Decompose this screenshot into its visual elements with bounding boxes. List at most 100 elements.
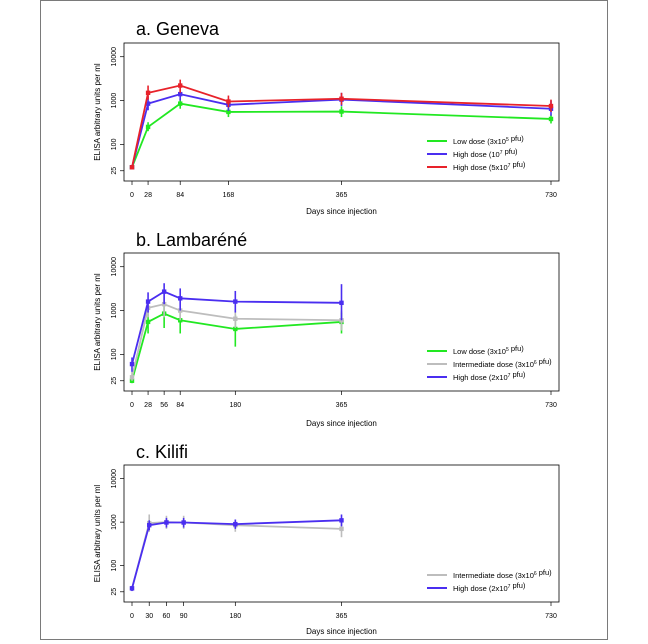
data-point xyxy=(145,101,151,106)
data-point xyxy=(129,586,135,591)
data-point xyxy=(129,375,135,380)
legend-entry: Low dose (3x105 pfu) xyxy=(453,134,524,146)
series-line xyxy=(131,312,342,381)
y-tick-label: 25 xyxy=(111,377,118,385)
x-tick-label: 0 xyxy=(130,192,134,199)
series-2 xyxy=(129,293,344,381)
figure-frame: a. Geneva ELISA arbitrary units per ml 25 1… xyxy=(40,0,608,640)
chart-panel-3: c. Kilifi ELISA arbitrary units per ml 25 1… xyxy=(93,442,560,636)
data-point xyxy=(339,526,344,532)
y-tick-label: 100 xyxy=(111,560,118,572)
x-tick-label: 28 xyxy=(144,402,152,409)
data-point xyxy=(145,319,151,325)
x-tick-label: 365 xyxy=(336,613,348,620)
x-axis-label: Days since injection xyxy=(306,627,377,636)
x-tick-label: 30 xyxy=(145,613,153,620)
data-point xyxy=(178,318,183,323)
legend-entry: Intermediate dose (3x106 pfu) xyxy=(453,568,552,580)
data-point xyxy=(178,101,183,106)
data-point xyxy=(226,99,231,104)
y-axis-label: ELISA arbitrary units per ml xyxy=(93,273,102,371)
series-3 xyxy=(129,283,344,372)
y-tick-label: 25 xyxy=(111,167,118,175)
series-3 xyxy=(129,79,554,170)
data-point xyxy=(145,124,151,130)
panel-title: a. Geneva xyxy=(136,19,220,39)
legend-entry: Intermediate dose (3x106 pfu) xyxy=(453,357,552,369)
data-point xyxy=(339,300,344,306)
data-point xyxy=(145,299,151,304)
data-point xyxy=(226,109,231,115)
legend-entry: High dose (2x107 pfu) xyxy=(453,370,526,382)
chart-panel-1: a. Geneva ELISA arbitrary units per ml 25 1… xyxy=(93,19,560,216)
series-line xyxy=(131,290,342,365)
x-tick-label: 90 xyxy=(180,613,188,620)
data-point xyxy=(178,83,183,88)
data-point xyxy=(548,116,554,122)
x-tick-label: 0 xyxy=(130,613,134,620)
y-tick-label: 100 xyxy=(111,138,118,150)
data-point xyxy=(339,318,344,323)
y-tick-label: 10000 xyxy=(111,47,118,67)
x-tick-label: 365 xyxy=(336,402,348,409)
legend-entry: High dose (2x107 pfu) xyxy=(453,581,526,593)
y-axis-label: ELISA arbitrary units per ml xyxy=(93,63,102,161)
series-line xyxy=(131,93,552,168)
x-tick-label: 168 xyxy=(223,192,235,199)
data-point xyxy=(178,91,183,97)
data-point xyxy=(147,523,152,528)
series-line xyxy=(131,521,342,589)
x-axis-label: Days since injection xyxy=(306,207,377,216)
data-point xyxy=(233,316,238,321)
legend-entry: High dose (107 pfu) xyxy=(453,147,518,159)
data-point xyxy=(145,90,151,96)
series-line xyxy=(131,519,342,589)
data-point xyxy=(178,296,183,301)
y-tick-label: 100 xyxy=(111,348,118,360)
series-line xyxy=(131,303,342,378)
y-tick-label: 10000 xyxy=(111,257,118,277)
y-tick-label: 1000 xyxy=(111,303,118,319)
data-point xyxy=(164,520,169,525)
x-tick-label: 730 xyxy=(545,192,557,199)
legend-entry: High dose (5x107 pfu) xyxy=(453,160,526,172)
data-point xyxy=(339,518,344,523)
y-axis-label: ELISA arbitrary units per ml xyxy=(93,485,102,583)
x-tick-label: 180 xyxy=(229,402,241,409)
x-tick-label: 84 xyxy=(176,192,184,199)
chart-panel-2: b. Lambaréné ELISA arbitrary units per ml… xyxy=(93,230,560,428)
x-axis-label: Days since injection xyxy=(306,419,377,428)
data-point xyxy=(233,299,238,304)
data-point xyxy=(161,289,167,294)
x-tick-label: 180 xyxy=(229,613,241,620)
series-line xyxy=(131,102,552,168)
series-line xyxy=(131,84,552,168)
x-tick-label: 365 xyxy=(336,192,348,199)
data-point xyxy=(233,521,238,527)
series-1 xyxy=(129,302,344,384)
x-tick-label: 56 xyxy=(160,402,168,409)
x-tick-label: 84 xyxy=(176,402,184,409)
y-tick-label: 1000 xyxy=(111,514,118,530)
data-point xyxy=(339,109,344,114)
x-tick-label: 28 xyxy=(144,192,152,199)
data-point xyxy=(181,520,186,525)
data-point xyxy=(339,96,344,101)
panel-title: c. Kilifi xyxy=(136,442,188,462)
y-tick-label: 10000 xyxy=(111,469,118,489)
x-tick-label: 730 xyxy=(545,402,557,409)
x-tick-label: 0 xyxy=(130,402,134,409)
y-tick-label: 1000 xyxy=(111,93,118,109)
x-tick-label: 730 xyxy=(545,613,557,620)
panel-title: b. Lambaréné xyxy=(136,230,247,250)
data-point xyxy=(129,165,135,170)
series-2 xyxy=(129,514,344,592)
data-point xyxy=(129,361,135,367)
data-point xyxy=(233,326,238,332)
y-tick-label: 25 xyxy=(111,588,118,596)
x-tick-label: 60 xyxy=(163,613,171,620)
legend-entry: Low dose (3x105 pfu) xyxy=(453,344,524,356)
data-point xyxy=(129,378,135,383)
chart-canvas: a. Geneva ELISA arbitrary units per ml 25 1… xyxy=(93,19,560,636)
data-point xyxy=(548,103,554,109)
